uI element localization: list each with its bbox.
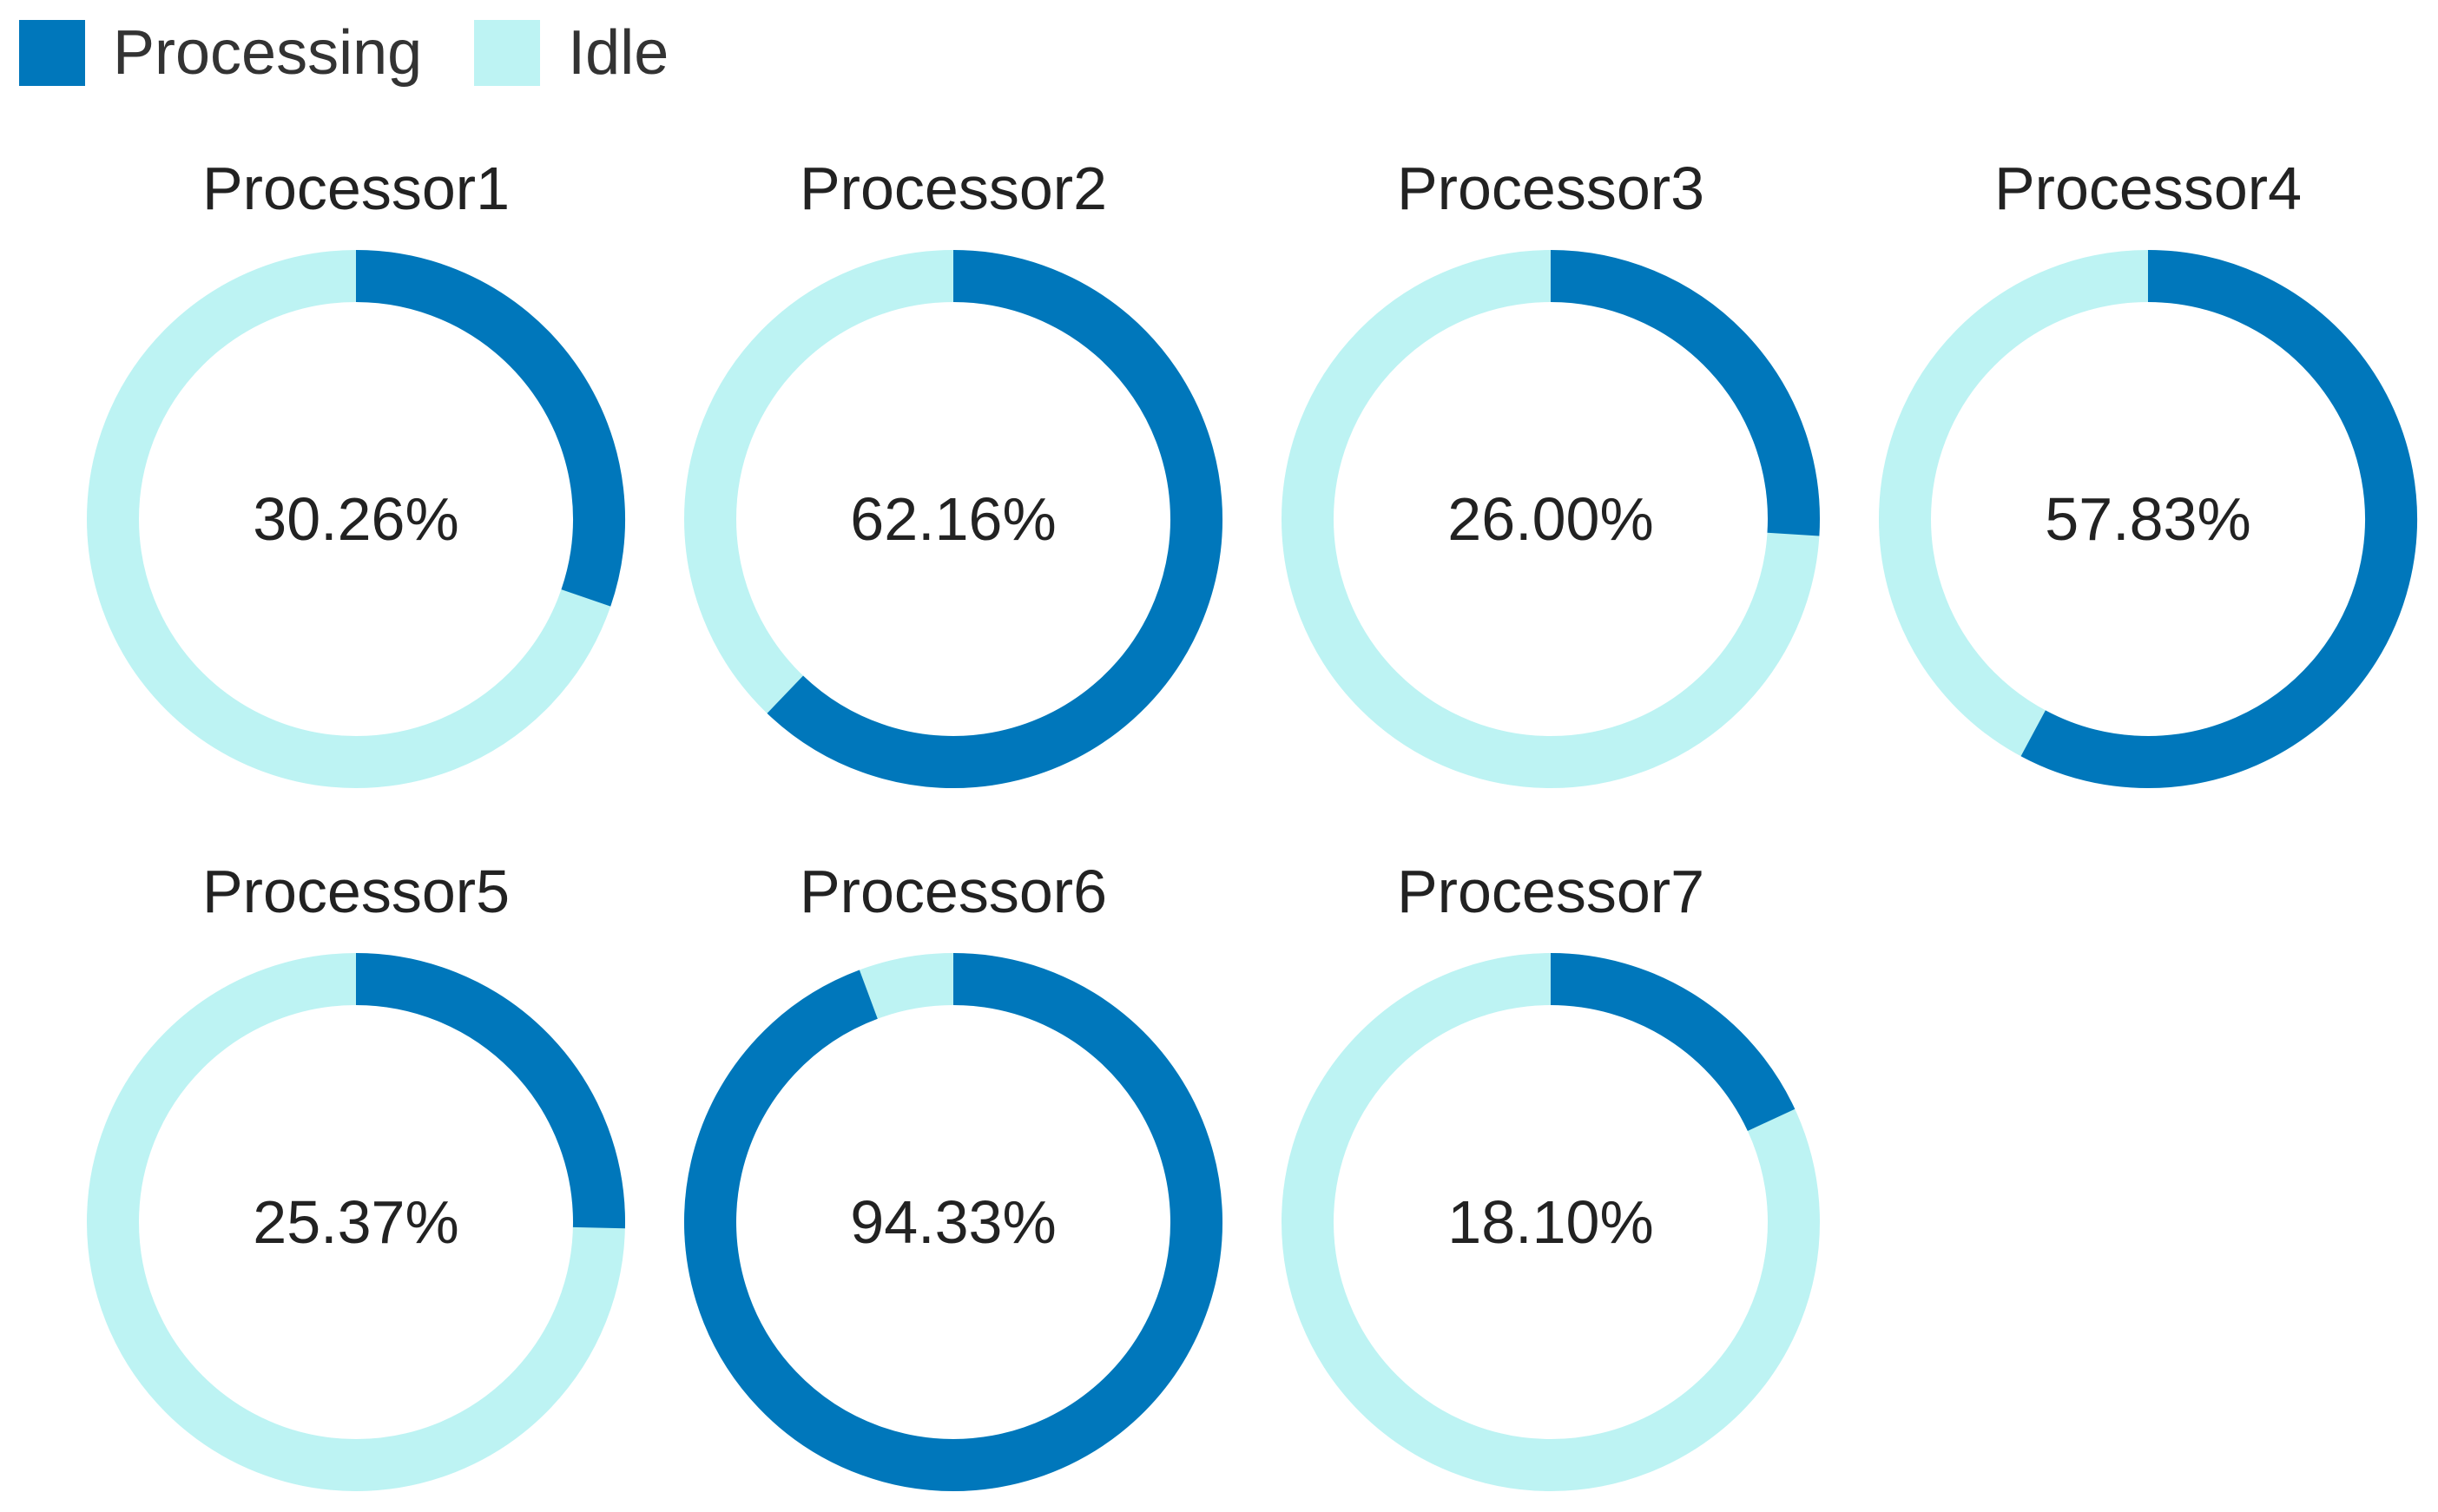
donut-processor1: Processor1 30.26% xyxy=(87,154,625,788)
legend: Processing Idle xyxy=(19,16,721,90)
value-label-processor1: 30.26% xyxy=(253,485,458,553)
donut-processor4: Processor4 57.83% xyxy=(1879,154,2417,788)
slice-processing-processor5 xyxy=(355,953,625,1229)
value-label-processor7: 18.10% xyxy=(1447,1188,1653,1256)
chart-title-processor1: Processor1 xyxy=(202,154,510,222)
slice-processing-processor2 xyxy=(767,250,1222,788)
donut-processor7: Processor7 18.10% xyxy=(1282,858,1820,1491)
chart-title-processor2: Processor2 xyxy=(800,154,1107,222)
chart-title-processor5: Processor5 xyxy=(202,858,510,925)
chart-title-processor7: Processor7 xyxy=(1397,858,1704,925)
donut-processor3: Processor3 26.00% xyxy=(1282,154,1820,788)
legend-label-processing: Processing xyxy=(113,18,423,88)
value-label-processor5: 25.37% xyxy=(253,1188,458,1256)
value-label-processor4: 57.83% xyxy=(2045,485,2250,553)
legend-swatch-idle xyxy=(474,20,541,86)
slice-processing-processor7 xyxy=(1550,953,1796,1132)
slice-processing-processor1 xyxy=(355,250,625,607)
value-label-processor3: 26.00% xyxy=(1447,485,1653,553)
slice-processing-processor6 xyxy=(684,953,1222,1491)
value-label-processor2: 62.16% xyxy=(850,485,1056,553)
value-label-processor6: 94.33% xyxy=(850,1188,1056,1256)
donut-processor6: Processor6 94.33% xyxy=(684,858,1222,1491)
slice-processing-processor4 xyxy=(2020,250,2417,788)
donut-processor5: Processor5 25.37% xyxy=(87,858,625,1491)
slice-processing-processor3 xyxy=(1550,250,1820,536)
legend-label-idle: Idle xyxy=(568,18,669,88)
donut-processor2: Processor2 62.16% xyxy=(684,154,1222,788)
chart-title-processor3: Processor3 xyxy=(1397,154,1704,222)
legend-swatch-processing xyxy=(19,20,85,86)
legend-item-processing: Processing xyxy=(19,20,422,86)
chart-title-processor4: Processor4 xyxy=(1994,154,2302,222)
chart-title-processor6: Processor6 xyxy=(800,858,1107,925)
legend-item-idle: Idle xyxy=(474,20,669,86)
